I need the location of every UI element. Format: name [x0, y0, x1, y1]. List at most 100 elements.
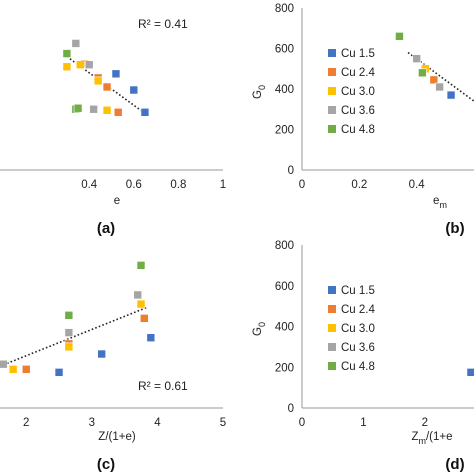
y-tick-label: 800 [275, 3, 294, 15]
panel-c: 2 3 4 5 Z/(1+e) (c) R² = 0.61 [0, 261, 226, 473]
point-cu-2-4 [21, 364, 31, 374]
x-axis-label: Z/(1+e) [98, 431, 136, 443]
x-tick-label: 3 [89, 417, 95, 429]
legend-entry: Cu 3.0 [341, 323, 375, 335]
point-cu-3-6 [133, 290, 143, 300]
subplot-label: (a) [97, 220, 115, 237]
legend-entry: Cu 1.5 [341, 285, 375, 297]
legend-swatch [328, 343, 336, 351]
data-points [0, 261, 156, 377]
subplot-label: (c) [97, 456, 115, 473]
y-axis-label: G0 [252, 85, 267, 99]
trendline [0, 306, 148, 367]
y-tick-label: 600 [275, 281, 294, 293]
y-tick-label: 800 [275, 240, 294, 252]
subplot-label: (d) [445, 456, 464, 473]
legend-swatch [328, 68, 336, 76]
point-cu-3-0 [102, 105, 112, 115]
point-cu-3-6 [71, 39, 81, 48]
legend-swatch [328, 324, 336, 332]
point-cu-2-4 [139, 314, 149, 323]
x-tick-label: 0.2 [351, 179, 367, 191]
data-points [395, 32, 456, 100]
point-cu-3-0 [93, 76, 103, 86]
point-cu-3-6 [435, 82, 444, 92]
x-axis-label: em [433, 195, 447, 210]
legend-entry: Cu 2.4 [341, 304, 375, 316]
point-cu-1-5 [446, 90, 456, 100]
point-cu-4-8 [395, 32, 404, 41]
legend-swatch [328, 286, 336, 294]
point-cu-4-8 [73, 103, 83, 113]
y-tick-label: 600 [275, 44, 294, 56]
y-tick-label: 200 [275, 125, 294, 137]
data-points [62, 39, 150, 117]
point-cu-1-5 [466, 368, 474, 377]
x-tick-label: 2 [422, 417, 428, 429]
x-tick-label: 0.6 [126, 179, 142, 191]
point-cu-3-6 [84, 60, 94, 70]
legend-entry: Cu 4.8 [341, 124, 375, 136]
point-cu-1-5 [111, 69, 121, 79]
point-cu-2-4 [113, 107, 123, 117]
point-cu-3-0 [62, 62, 72, 72]
r-squared-label: R² = 0.41 [138, 17, 188, 31]
x-axis-label: e [114, 195, 120, 207]
x-tick-label: 0 [299, 179, 305, 191]
y-tick-label: 200 [275, 362, 294, 374]
point-cu-1-5 [54, 368, 64, 377]
point-cu-2-4 [429, 75, 439, 85]
y-tick-label: 400 [275, 84, 294, 96]
legend-swatch [328, 125, 336, 133]
point-cu-3-0 [136, 299, 146, 309]
subplot-label: (b) [445, 220, 464, 237]
x-tick-label: 2 [23, 417, 29, 429]
legend-entry: Cu 3.6 [341, 105, 375, 117]
point-cu-1-5 [97, 349, 106, 359]
legend-entry: Cu 4.8 [341, 361, 375, 373]
point-cu-3-6 [0, 359, 8, 369]
point-cu-4-8 [64, 310, 74, 320]
legend: Cu 1.5 Cu 2.4 Cu 3.0 Cu 3.6 Cu 4.8 [328, 285, 375, 373]
panel-a: 0.4 0.6 0.8 1 e (a) R² = 0.41 [0, 17, 226, 237]
point-cu-4-8 [62, 49, 72, 58]
point-cu-3-6 [89, 104, 98, 114]
legend-swatch [328, 106, 336, 114]
r-squared-label: R² = 0.61 [138, 379, 188, 393]
x-tick-label: 0.4 [81, 179, 98, 191]
x-tick-label: 0.8 [170, 179, 186, 191]
legend-entry: Cu 1.5 [341, 48, 375, 60]
legend-swatch [328, 87, 336, 95]
point-cu-1-5 [146, 333, 156, 343]
y-tick-label: 0 [288, 165, 294, 177]
point-cu-2-4 [102, 82, 112, 92]
x-tick-label: 4 [154, 417, 161, 429]
point-cu-3-6 [412, 54, 421, 63]
point-cu-1-5 [129, 85, 139, 95]
point-cu-4-8 [136, 261, 146, 270]
y-tick-label: 0 [288, 403, 294, 415]
legend-entry: Cu 3.6 [341, 342, 375, 354]
x-axis-label: Zm/(1+e [411, 431, 452, 446]
point-cu-3-0 [75, 60, 85, 70]
y-axis-label: G0 [252, 322, 267, 336]
point-cu-4-8 [418, 68, 427, 78]
y-tick-label: 400 [275, 322, 294, 334]
point-cu-3-0 [8, 364, 18, 374]
x-tick-label: 5 [220, 417, 226, 429]
point-cu-3-0 [64, 342, 74, 352]
panel-d: 0 1 2 0 200 400 600 800 Zm/(1+e G0 (d) Cu 1.5 Cu 2.4… [252, 240, 474, 473]
legend-entry: Cu 2.4 [341, 67, 375, 79]
x-tick-label: 0.4 [409, 179, 426, 191]
x-tick-label: 1 [360, 417, 366, 429]
legend-swatch [328, 305, 336, 313]
data-points [466, 368, 474, 377]
x-tick-label: 1 [220, 179, 226, 191]
x-tick-label: 0 [299, 417, 305, 429]
legend-entry: Cu 3.0 [341, 86, 375, 98]
legend-swatch [328, 362, 336, 370]
legend: Cu 1.5 Cu 2.4 Cu 3.0 Cu 3.6 Cu 4.8 [328, 48, 375, 136]
legend-swatch [328, 49, 336, 57]
